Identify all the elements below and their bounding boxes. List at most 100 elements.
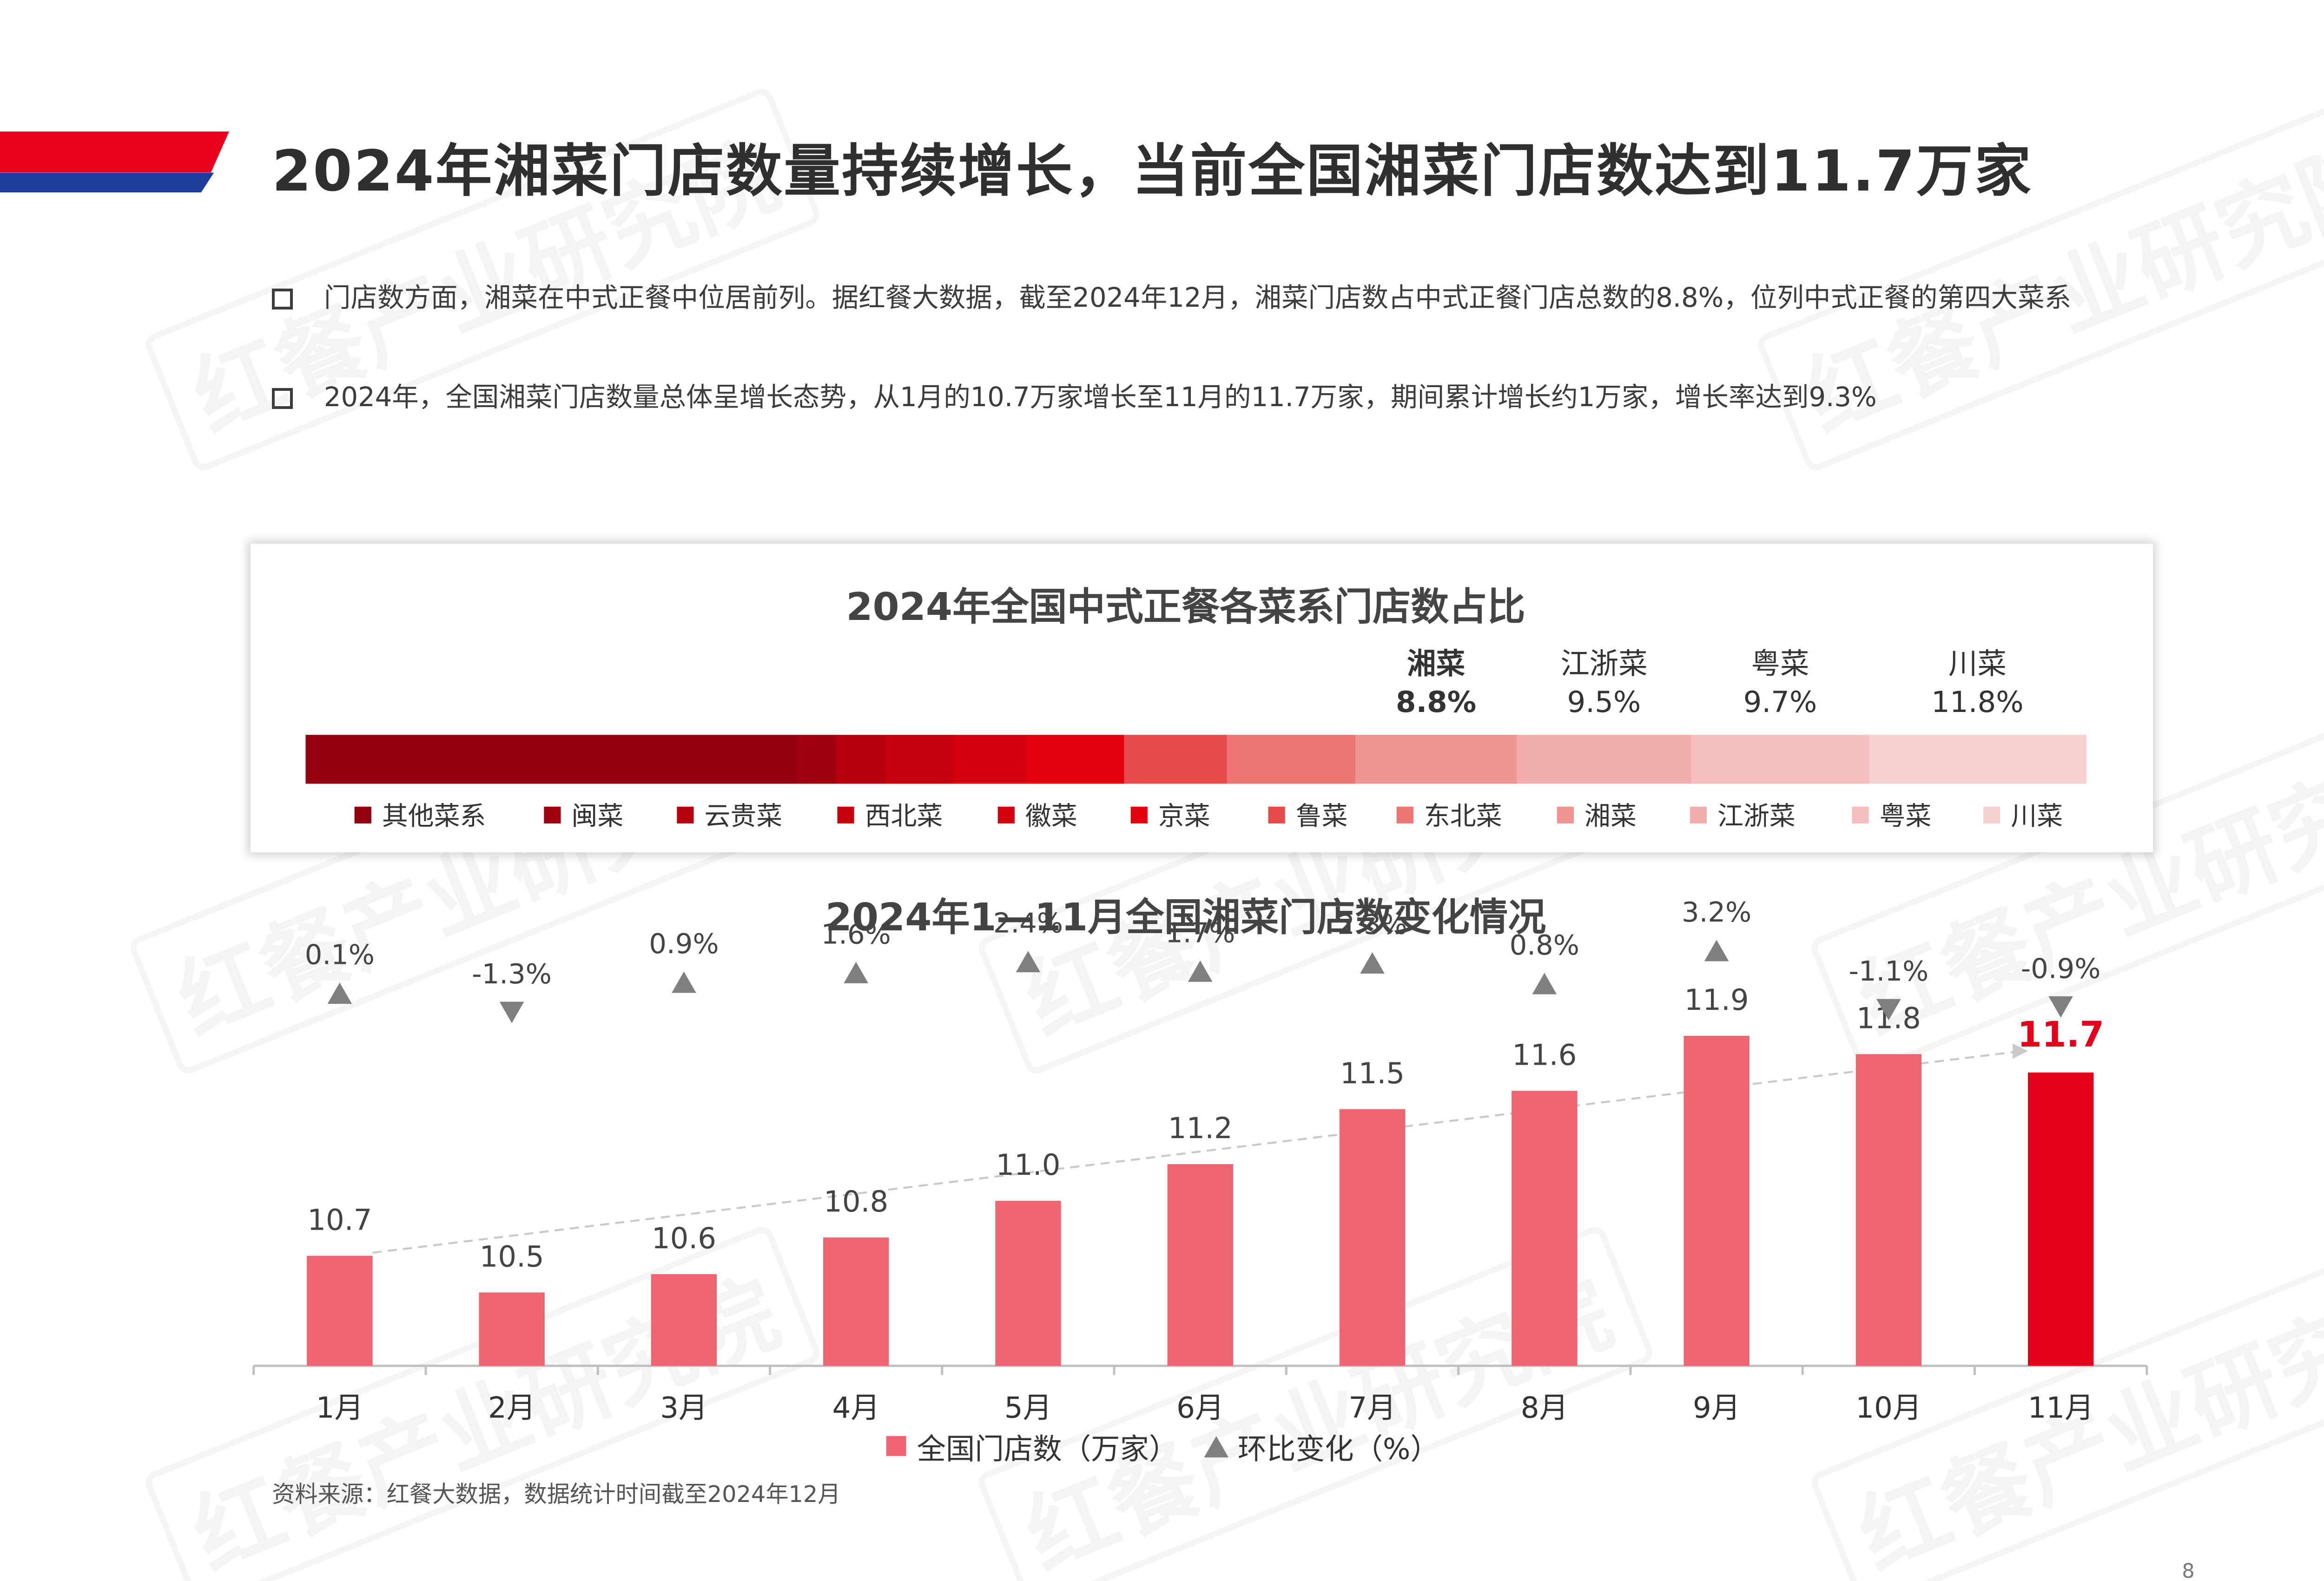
store-count-bar (1512, 1091, 1578, 1366)
share-callout-name: 川菜 (1948, 647, 2007, 681)
share-legend-swatch (1396, 806, 1413, 823)
share-callout-value: 9.5% (1567, 685, 1641, 719)
month-tick-label: 11月 (2028, 1391, 2094, 1425)
share-legend-swatch (997, 806, 1015, 823)
share-callout-name: 粤菜 (1751, 647, 1809, 681)
bullet-item: 2024年，全国湘菜门店数量总体呈增长态势，从1月的10.7万家增长至11月的1… (272, 381, 2152, 414)
month-tick-label: 4月 (832, 1391, 880, 1425)
share-legend-swatch (544, 806, 561, 823)
source-note: 资料来源：红餐大数据，数据统计时间截至2024年12月 (272, 1480, 841, 1508)
store-count-label: 10.6 (652, 1221, 716, 1255)
triangle-up-icon (1188, 960, 1213, 982)
trend-chart-title: 2024年1—11月全国湘菜门店数变化情况 (825, 895, 1546, 940)
triangle-up-icon (327, 982, 352, 1004)
share-legend-label: 徽菜 (1025, 801, 1077, 831)
trend-arrowhead (2013, 1043, 2028, 1059)
share-legend-label: 东北菜 (1424, 801, 1502, 831)
share-legend-label: 川菜 (2011, 801, 2063, 831)
share-segment-11 (1691, 735, 1870, 784)
store-count-bar (651, 1274, 717, 1366)
store-count-bar (1339, 1109, 1406, 1366)
store-count-label: 10.7 (307, 1203, 372, 1237)
store-count-bar (823, 1237, 889, 1366)
share-chart-title: 2024年全国中式正餐各菜系门店数占比 (846, 585, 1525, 630)
share-legend-label: 云贵菜 (704, 801, 782, 831)
square-bullet-icon (272, 388, 293, 409)
store-count-label: 10.8 (824, 1185, 888, 1219)
header-accent-red (0, 131, 230, 173)
triangle-down-icon (499, 1001, 524, 1023)
store-count-bar (995, 1200, 1061, 1366)
store-count-label: 11.0 (996, 1148, 1060, 1182)
share-legend-swatch (1852, 806, 1869, 823)
month-tick-label: 7月 (1348, 1391, 1396, 1425)
store-count-bar (307, 1256, 373, 1366)
share-legend-swatch (1983, 806, 2000, 823)
triangle-up-icon (1532, 973, 1557, 995)
mom-change-label: 1.6% (821, 918, 891, 950)
share-legend-label: 粤菜 (1880, 801, 1932, 831)
share-segment-2 (797, 735, 837, 784)
triangle-down-icon (1876, 999, 1901, 1021)
store-count-label: 10.5 (480, 1239, 544, 1273)
share-legend-label: 鲁菜 (1296, 801, 1348, 831)
square-bullet-icon (272, 289, 293, 310)
share-segment-5 (953, 735, 1028, 784)
month-tick-label: 6月 (1176, 1391, 1224, 1425)
triangle-up-icon (1704, 940, 1729, 962)
month-tick-label: 9月 (1693, 1391, 1740, 1425)
mom-change-label: 2.4% (993, 907, 1063, 939)
legend-triangle-icon (1204, 1436, 1229, 1458)
share-callout-value: 8.8% (1396, 685, 1476, 719)
month-tick-label: 3月 (660, 1391, 707, 1425)
page-title: 2024年湘菜门店数量持续增长，当前全国湘菜门店数达到11.7万家 (272, 138, 2033, 204)
month-tick-label: 1月 (316, 1391, 363, 1425)
mom-change-label: -0.9% (2021, 952, 2101, 984)
share-callout-name: 江浙菜 (1560, 647, 1647, 681)
mom-change-label: 1.7% (1165, 916, 1235, 949)
legend-swatch-bar (886, 1436, 906, 1456)
triangle-up-icon (1016, 951, 1041, 973)
share-legend-label: 湘菜 (1585, 801, 1637, 831)
share-segment-7 (1124, 735, 1228, 784)
bullet-text: 门店数方面，湘菜在中式正餐中位居前列。据红餐大数据，截至2024年12月，湘菜门… (324, 282, 2072, 313)
mom-change-label: 0.9% (649, 928, 719, 960)
share-callout-value: 9.7% (1743, 685, 1817, 719)
mom-change-label: 0.1% (305, 939, 375, 971)
month-tick-label: 8月 (1521, 1391, 1568, 1425)
store-count-bar (1855, 1054, 1922, 1366)
share-segment-6 (1027, 735, 1125, 784)
share-legend-swatch (677, 806, 694, 823)
mom-change-label: -1.1% (1849, 955, 1929, 987)
share-legend-label: 闽菜 (571, 801, 623, 831)
share-legend-swatch (1268, 806, 1285, 823)
month-tick-label: 2月 (488, 1391, 535, 1425)
triangle-up-icon (672, 971, 696, 993)
store-count-label: 11.5 (1340, 1056, 1405, 1090)
bullet-text: 2024年，全国湘菜门店数量总体呈增长态势，从1月的10.7万家增长至11月的1… (324, 381, 1877, 413)
share-callout-value: 11.8% (1931, 685, 2023, 719)
header-accent-blue (0, 172, 214, 193)
triangle-up-icon (1360, 952, 1385, 974)
month-tick-label: 10月 (1855, 1391, 1921, 1425)
store-count-label: 11.6 (1512, 1038, 1577, 1072)
store-count-bar (1167, 1164, 1233, 1366)
share-segment-10 (1517, 735, 1692, 784)
share-callout-name: 湘菜 (1407, 647, 1465, 681)
share-legend-label: 江浙菜 (1717, 801, 1796, 831)
mom-change-label: 0.8% (1510, 929, 1579, 961)
share-legend-label: 京菜 (1158, 801, 1210, 831)
share-segment-4 (885, 735, 954, 784)
share-legend-swatch (354, 806, 371, 823)
store-count-bar (1684, 1035, 1750, 1366)
legend-label-stores: 全国门店数（万家） (917, 1432, 1178, 1466)
share-legend-swatch (1690, 806, 1707, 823)
triangle-down-icon (2048, 996, 2073, 1018)
share-legend-label: 其他菜系 (382, 801, 486, 831)
share-legend-swatch (1557, 806, 1574, 823)
store-count-bar (479, 1292, 545, 1366)
share-legend-label: 西北菜 (865, 801, 943, 831)
